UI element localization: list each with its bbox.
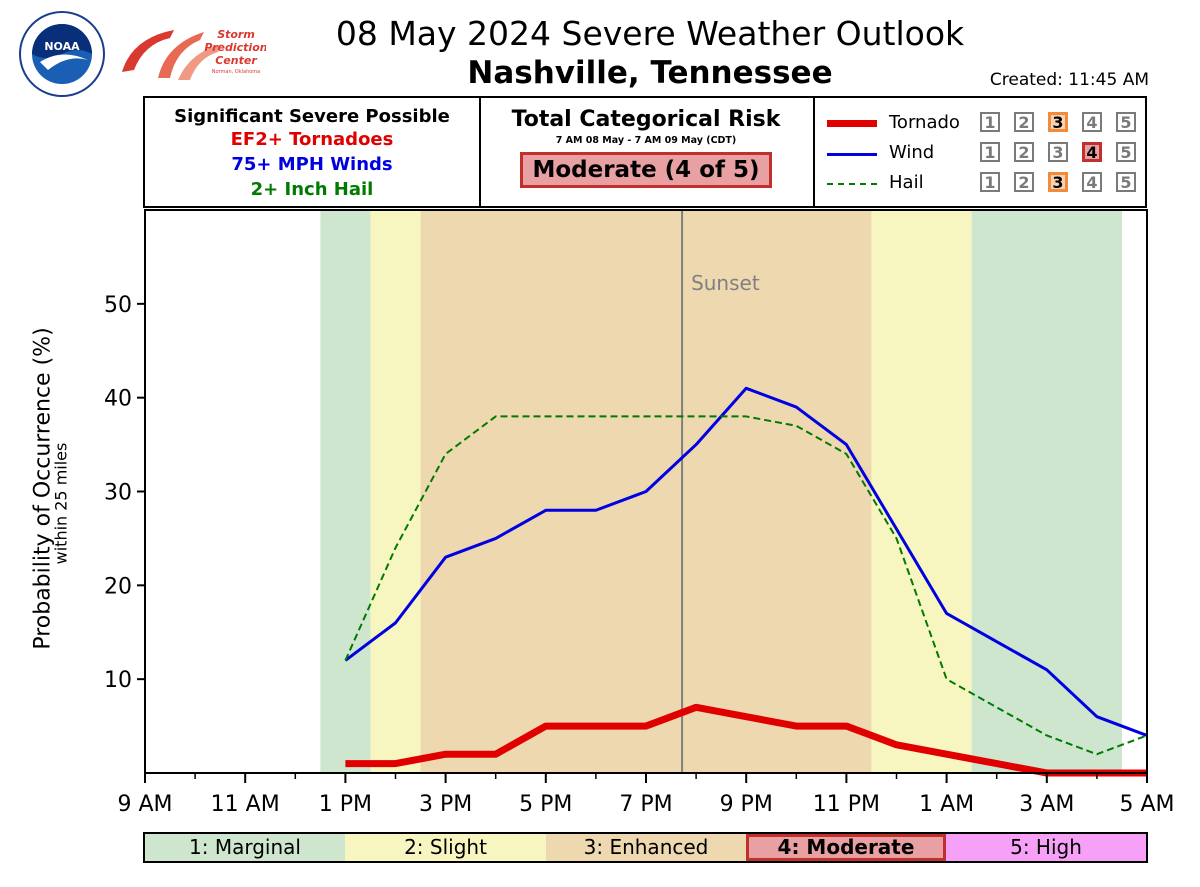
hail-series-line (344, 415, 1148, 756)
noaa-logo-text: NOAA (44, 40, 80, 53)
x-tick-label: 5 AM (1119, 792, 1174, 817)
svg-text:Prediction: Prediction (204, 41, 266, 54)
x-tick-label: 3 AM (1019, 792, 1074, 817)
legend-wind-swatch (827, 153, 877, 156)
wind-level-1: 1 (980, 142, 1000, 162)
legend-wind-label: Wind (889, 142, 935, 163)
y-tick-label-10: 10 (104, 668, 132, 693)
y-tick-label-50: 50 (104, 293, 132, 318)
total-risk-panel: Total Categorical Risk 7 AM 08 May - 7 A… (479, 98, 815, 206)
significant-hail-text: 2+ Inch Hail (250, 179, 374, 200)
tornado-level-2: 2 (1014, 112, 1034, 132)
risk-band-slight (871, 210, 972, 773)
significant-severe-panel: Significant Severe Possible EF2+ Tornado… (145, 98, 481, 206)
x-tick-label: 7 PM (619, 792, 672, 817)
tornado-level-3: 3 (1048, 112, 1068, 132)
total-risk-dates: 7 AM 08 May - 7 AM 09 May (CDT) (555, 135, 737, 146)
tornado-level-5: 5 (1116, 112, 1136, 132)
wind-level-3: 3 (1048, 142, 1068, 162)
significant-wind-text: 75+ MPH Winds (231, 154, 393, 175)
noaa-logo: NOAA (19, 11, 105, 97)
x-tick-label: 9 PM (720, 792, 773, 817)
hail-level-3: 3 (1048, 172, 1068, 192)
x-tick-label: 1 AM (919, 792, 974, 817)
wind-level-4: 4 (1082, 142, 1102, 162)
total-risk-title: Total Categorical Risk (511, 107, 781, 132)
hazard-legend: Tornado Wind Hail 1 2 3 4 5 1 2 3 4 5 1 … (815, 98, 1147, 206)
risk-legend-slight: 2: Slight (345, 834, 546, 861)
significant-tornado-text: EF2+ Tornadoes (230, 129, 394, 150)
risk-category-legend: 1: Marginal 2: Slight 3: Enhanced 4: Mod… (143, 832, 1148, 863)
risk-legend-marginal: 1: Marginal (145, 834, 345, 861)
header-info-box: Significant Severe Possible EF2+ Tornado… (143, 96, 1147, 208)
x-tick-label: 11 PM (813, 792, 880, 817)
tornado-level-1: 1 (980, 112, 1000, 132)
risk-band-slight (370, 210, 421, 773)
risk-band-marginal (320, 210, 371, 773)
x-tick-label: 1 PM (319, 792, 372, 817)
y-tick-label-30: 30 (104, 481, 132, 506)
x-tick-label: 11 AM (211, 792, 280, 817)
hail-level-1: 1 (980, 172, 1000, 192)
svg-text:Storm: Storm (217, 28, 255, 41)
sunset-label: Sunset (691, 271, 760, 295)
wind-series-line (344, 386, 1148, 737)
significant-heading: Significant Severe Possible (174, 106, 450, 127)
legend-tornado-swatch (827, 120, 877, 127)
risk-legend-enhanced: 3: Enhanced (546, 834, 746, 861)
y-tick-label-20: 20 (104, 574, 132, 599)
tornado-series-line (345, 703, 1147, 777)
wind-level-5: 5 (1116, 142, 1136, 162)
chart-title: 08 May 2024 Severe Weather Outlook (335, 14, 965, 53)
risk-legend-moderate: 4: Moderate (746, 834, 946, 861)
risk-legend-high: 5: High (946, 834, 1146, 861)
total-risk-badge: Moderate (4 of 5) (520, 152, 772, 188)
legend-hail-label: Hail (889, 172, 924, 193)
legend-tornado-label: Tornado (889, 112, 960, 133)
legend-hail-swatch (827, 183, 877, 185)
hail-level-5: 5 (1116, 172, 1136, 192)
x-tick-label: 5 PM (519, 792, 572, 817)
tornado-level-4: 4 (1082, 112, 1102, 132)
wind-level-2: 2 (1014, 142, 1034, 162)
hail-level-4: 4 (1082, 172, 1102, 192)
svg-text:Norman, Oklahoma: Norman, Oklahoma (212, 69, 261, 75)
created-time: Created: 11:45 AM (989, 70, 1149, 90)
chart-subtitle: Nashville, Tennessee (467, 55, 833, 91)
x-tick-label: 3 PM (419, 792, 472, 817)
risk-band-marginal (971, 210, 1122, 773)
x-tick-label: 9 AM (117, 792, 172, 817)
y-tick-label-40: 40 (104, 387, 132, 412)
svg-text:Center: Center (215, 54, 257, 67)
spc-logo: Storm Prediction Center Norman, Oklahoma (122, 28, 266, 80)
hail-level-2: 2 (1014, 172, 1034, 192)
